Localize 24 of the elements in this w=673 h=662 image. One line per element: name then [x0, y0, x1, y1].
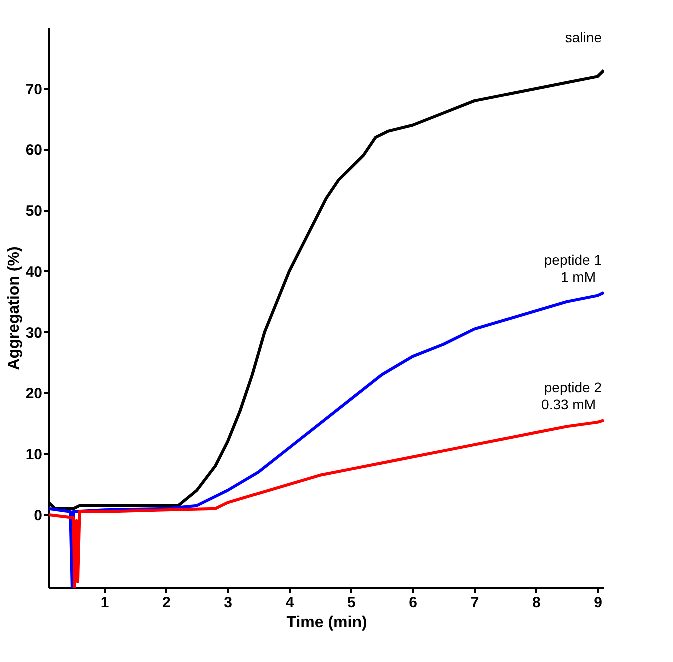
annotation: 1 mM: [561, 268, 596, 285]
x-tick-label: 9: [594, 594, 603, 612]
x-tick-label: 1: [100, 594, 110, 612]
y-axis-title: Aggregation (%): [6, 246, 23, 370]
y-tick-label: 30: [26, 324, 42, 342]
x-tick-label: 5: [347, 594, 356, 612]
y-tick-label: 40: [26, 264, 42, 281]
y-tick-label: 10: [26, 446, 42, 464]
y-tick-label: 70: [26, 81, 42, 98]
y-tick-label: 20: [26, 386, 42, 403]
x-tick-label: 8: [532, 594, 541, 612]
series-label: saline: [565, 30, 602, 46]
y-tick-label: 0: [34, 507, 42, 524]
x-tick-label: 7: [470, 594, 480, 612]
x-tick-label: 2: [162, 594, 171, 612]
x-axis-title: Time (min): [286, 614, 368, 632]
x-tick-label: 4: [286, 594, 295, 612]
x-tick-label: 6: [409, 594, 418, 612]
x-tick-label: 3: [224, 594, 233, 612]
series-label: peptide 1: [544, 252, 602, 268]
y-tick-label: 50: [26, 203, 42, 220]
series-label: peptide 2: [544, 380, 602, 396]
annotation: 0.33 mM: [542, 396, 596, 413]
y-tick-label: 60: [26, 142, 42, 160]
